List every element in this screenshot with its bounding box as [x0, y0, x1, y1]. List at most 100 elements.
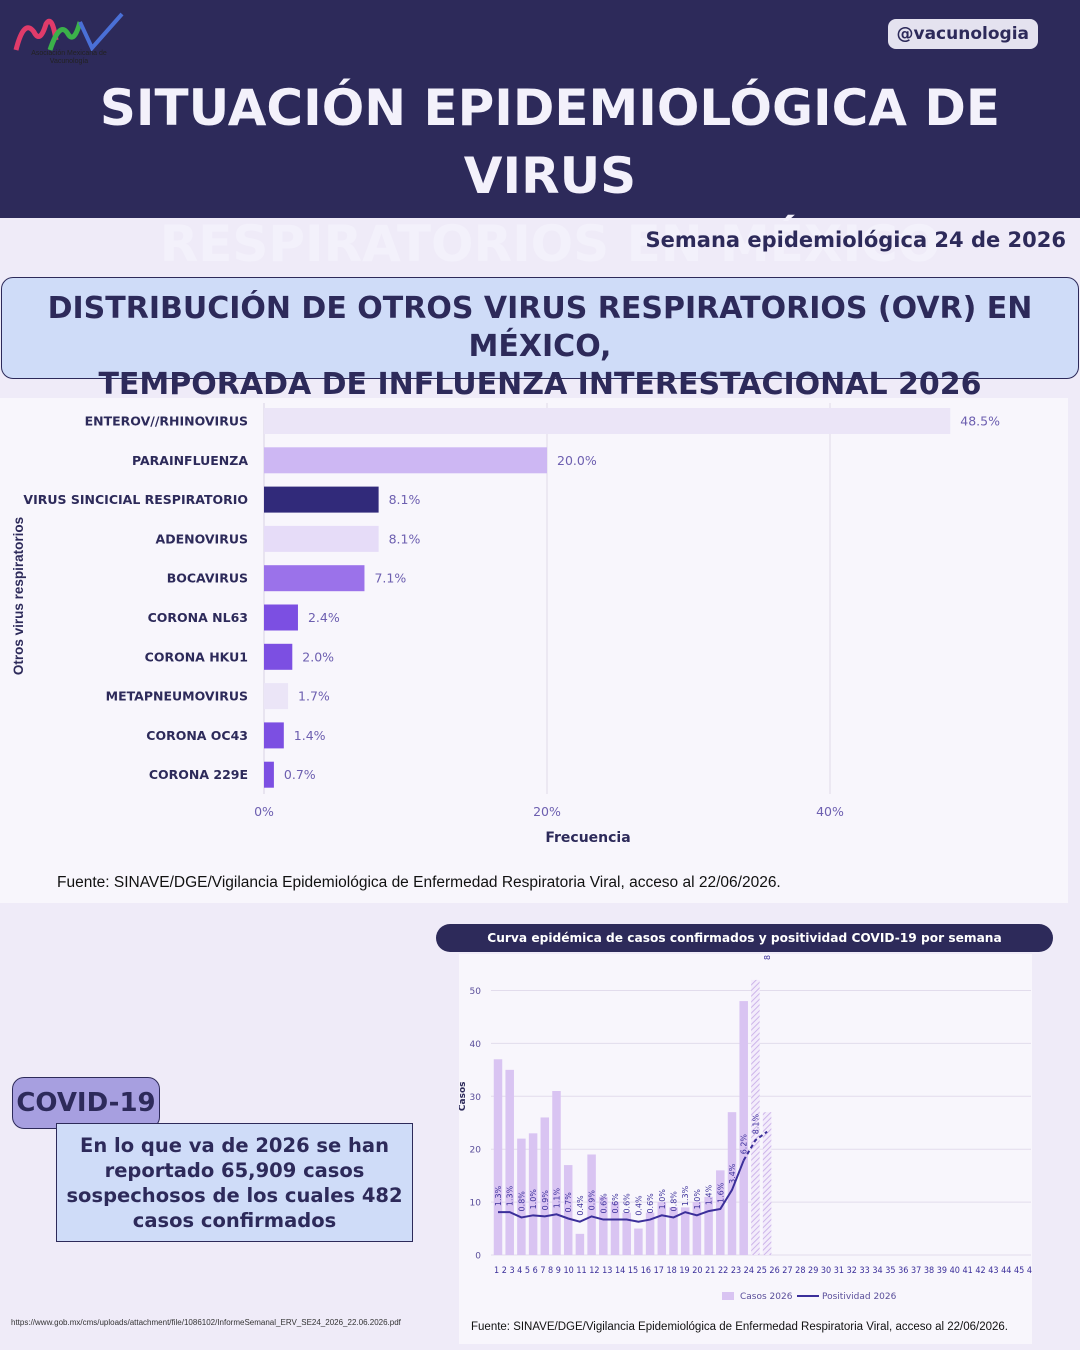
ovr-x-tick-label: 40% — [816, 804, 844, 819]
covid-positivity-label: 0.8% — [670, 1191, 679, 1212]
legend-positivity-label: Positividad 2026 — [822, 1292, 897, 1302]
ovr-x-tick-label: 0% — [254, 804, 274, 819]
covid-summary-text: En lo que va de 2026 se han reportado 65… — [66, 1133, 403, 1232]
legend-cases-label: Casos 2026 — [740, 1292, 793, 1302]
ovr-source-note: Fuente: SINAVE/DGE/Vigilancia Epidemioló… — [57, 874, 781, 891]
ovr-x-tick-label: 20% — [533, 804, 561, 819]
logo-caption: Asociación Mexicana de Vacunología — [31, 50, 107, 65]
ovr-bar — [264, 604, 298, 631]
covid-positivity-label: 3.4% — [728, 1163, 737, 1184]
covid-x-tick-labels: 1 2 3 4 5 6 7 8 9 10 11 12 13 14 15 16 1… — [494, 1266, 1032, 1276]
ovr-category-label: CORONA OC43 — [146, 728, 248, 743]
covid-case-bar — [552, 1091, 561, 1255]
covid-positivity-label: 0.7% — [564, 1192, 573, 1213]
covid-case-bar — [540, 1117, 550, 1255]
ovr-bar — [264, 408, 951, 434]
ovr-bar — [264, 643, 293, 670]
covid-case-bar — [645, 1212, 655, 1255]
covid-positivity-label: 1.0% — [529, 1189, 538, 1210]
covid-positivity-label: 0.6% — [646, 1193, 655, 1214]
covid-y-tick-label: 10 — [470, 1199, 482, 1209]
page-title-line-1: SITUACIÓN EPIDEMIOLÓGICA DE VIRUS — [99, 79, 1001, 205]
covid-chart-panel: 0 10 20 30 40 50 Casos 1.3% 1.3% 0.8% 1.0% 0.9% 1.1%… — [459, 954, 1032, 1344]
page-title-line-2: RESPIRATORIOS EN MÉXICO — [159, 215, 941, 273]
ovr-data-label: 8.1% — [389, 531, 421, 546]
ovr-chart-panel: 0% 20% 40% ENTEROV//RHINOVIRUS 48.5% PARAINFL… — [0, 398, 1068, 903]
covid-positivity-label: 0.6% — [623, 1193, 632, 1214]
covid-positivity-line-projected — [742, 1130, 768, 1161]
ovr-category-label: ADENOVIRUS — [156, 531, 248, 546]
covid-case-bar — [587, 1154, 596, 1255]
covid-positivity-label: 1.3% — [506, 1185, 515, 1206]
ovr-bar — [264, 761, 274, 788]
covid-case-bar — [692, 1202, 702, 1255]
covid-positivity-label: 1.3% — [494, 1185, 503, 1206]
covid-y-tick-label: 20 — [470, 1146, 482, 1156]
ovr-y-axis-title: Otros virus respiratorios — [11, 517, 26, 675]
social-handle-badge[interactable]: @vacunologia — [887, 19, 1038, 49]
ovr-title-box: DISTRIBUCIÓN DE OTROS VIRUS RESPIRATORIO… — [1, 277, 1079, 402]
covid-positivity-label: 1.1% — [553, 1188, 562, 1209]
covid-y-tick-label: 50 — [470, 987, 482, 997]
ovr-data-label: 1.7% — [298, 689, 330, 704]
covid-y-tick-label: 30 — [470, 1093, 482, 1103]
covid-case-bar — [575, 1233, 585, 1255]
covid-positivity-label: 0.6% — [611, 1193, 620, 1214]
covid-positivity-label: 1.0% — [658, 1189, 667, 1210]
covid-positivity-label: 1.3% — [681, 1185, 690, 1206]
covid-source-note: Fuente: SINAVE/DGE/Vigilancia Epidemioló… — [471, 1321, 1008, 1333]
ovr-category-label: CORONA HKU1 — [145, 649, 248, 664]
covid-case-bar — [657, 1202, 667, 1255]
header-banner: Asociación Mexicana de Vacunología @vacu… — [0, 0, 1080, 273]
covid-case-bar — [716, 1170, 725, 1255]
covid-case-bar — [563, 1165, 573, 1255]
covid-positivity-label: 0.8% — [517, 1191, 526, 1212]
covid-positivity-label: 1.4% — [705, 1184, 714, 1205]
ovr-data-label: 1.4% — [294, 728, 326, 743]
covid-y-tick-label: 0 — [475, 1252, 481, 1262]
covid-case-bar — [680, 1207, 690, 1255]
covid-case-bar — [727, 1112, 737, 1255]
covid-case-bar — [669, 1207, 678, 1255]
ovr-category-label: METAPNEUMOVIRUS — [106, 689, 248, 704]
ovr-data-label: 20.0% — [557, 453, 597, 468]
ovr-bar — [264, 683, 289, 710]
ovr-data-label: 2.0% — [302, 649, 334, 664]
ovr-bar — [264, 486, 379, 513]
ovr-bar — [264, 525, 379, 552]
covid-summary-box: En lo que va de 2026 se han reportado 65… — [56, 1123, 413, 1242]
covid-case-bar — [610, 1202, 620, 1255]
ovr-category-label: CORONA NL63 — [148, 610, 248, 625]
covid-chart-title: Curva epidémica de casos confirmados y p… — [436, 924, 1053, 973]
legend-cases-swatch — [722, 1292, 734, 1300]
ovr-category-label: VIRUS SINCICIAL RESPIRATORIO — [23, 492, 248, 507]
covid-case-bar — [751, 979, 760, 1255]
covid-positivity-label: 0.9% — [588, 1190, 597, 1211]
ovr-category-label: PARAINFLUENZA — [132, 453, 248, 468]
ovr-x-axis-title: Frecuencia — [545, 830, 630, 846]
epi-week-label: Semana epidemiológica 24 de 2026 — [645, 228, 1066, 252]
ovr-title-line-2: TEMPORADA DE INFLUENZA INTERESTACIONAL 2… — [98, 367, 982, 402]
covid-positivity-line — [498, 1159, 745, 1223]
ovr-category-label: ENTEROV//RHINOVIRUS — [85, 414, 248, 429]
covid-label: COVID-19 — [12, 1077, 160, 1129]
covid-y-tick-label: 40 — [470, 1040, 482, 1050]
covid-case-bar — [505, 1069, 514, 1255]
covid-case-bar — [493, 1059, 503, 1255]
covid-positivity-label: 6.2% — [740, 1134, 749, 1155]
covid-case-bar — [599, 1196, 608, 1255]
covid-case-bar — [704, 1196, 713, 1255]
source-url-link[interactable]: https://www.gob.mx/cms/uploads/attachmen… — [11, 1318, 401, 1327]
covid-case-bar — [528, 1133, 538, 1255]
ovr-bar — [264, 565, 365, 592]
covid-case-bar — [634, 1228, 643, 1255]
covid-positivity-label: 0.9% — [541, 1190, 550, 1211]
ovr-data-label: 0.7% — [284, 767, 316, 782]
covid-positivity-label: 8.1% — [751, 1113, 760, 1134]
covid-positivity-label: 0.4% — [634, 1195, 643, 1216]
ovr-data-label: 48.5% — [960, 414, 1000, 429]
covid-case-bar — [739, 1001, 748, 1255]
covid-case-bar — [762, 1112, 772, 1255]
covid-positivity-label: 0.4% — [576, 1195, 585, 1216]
